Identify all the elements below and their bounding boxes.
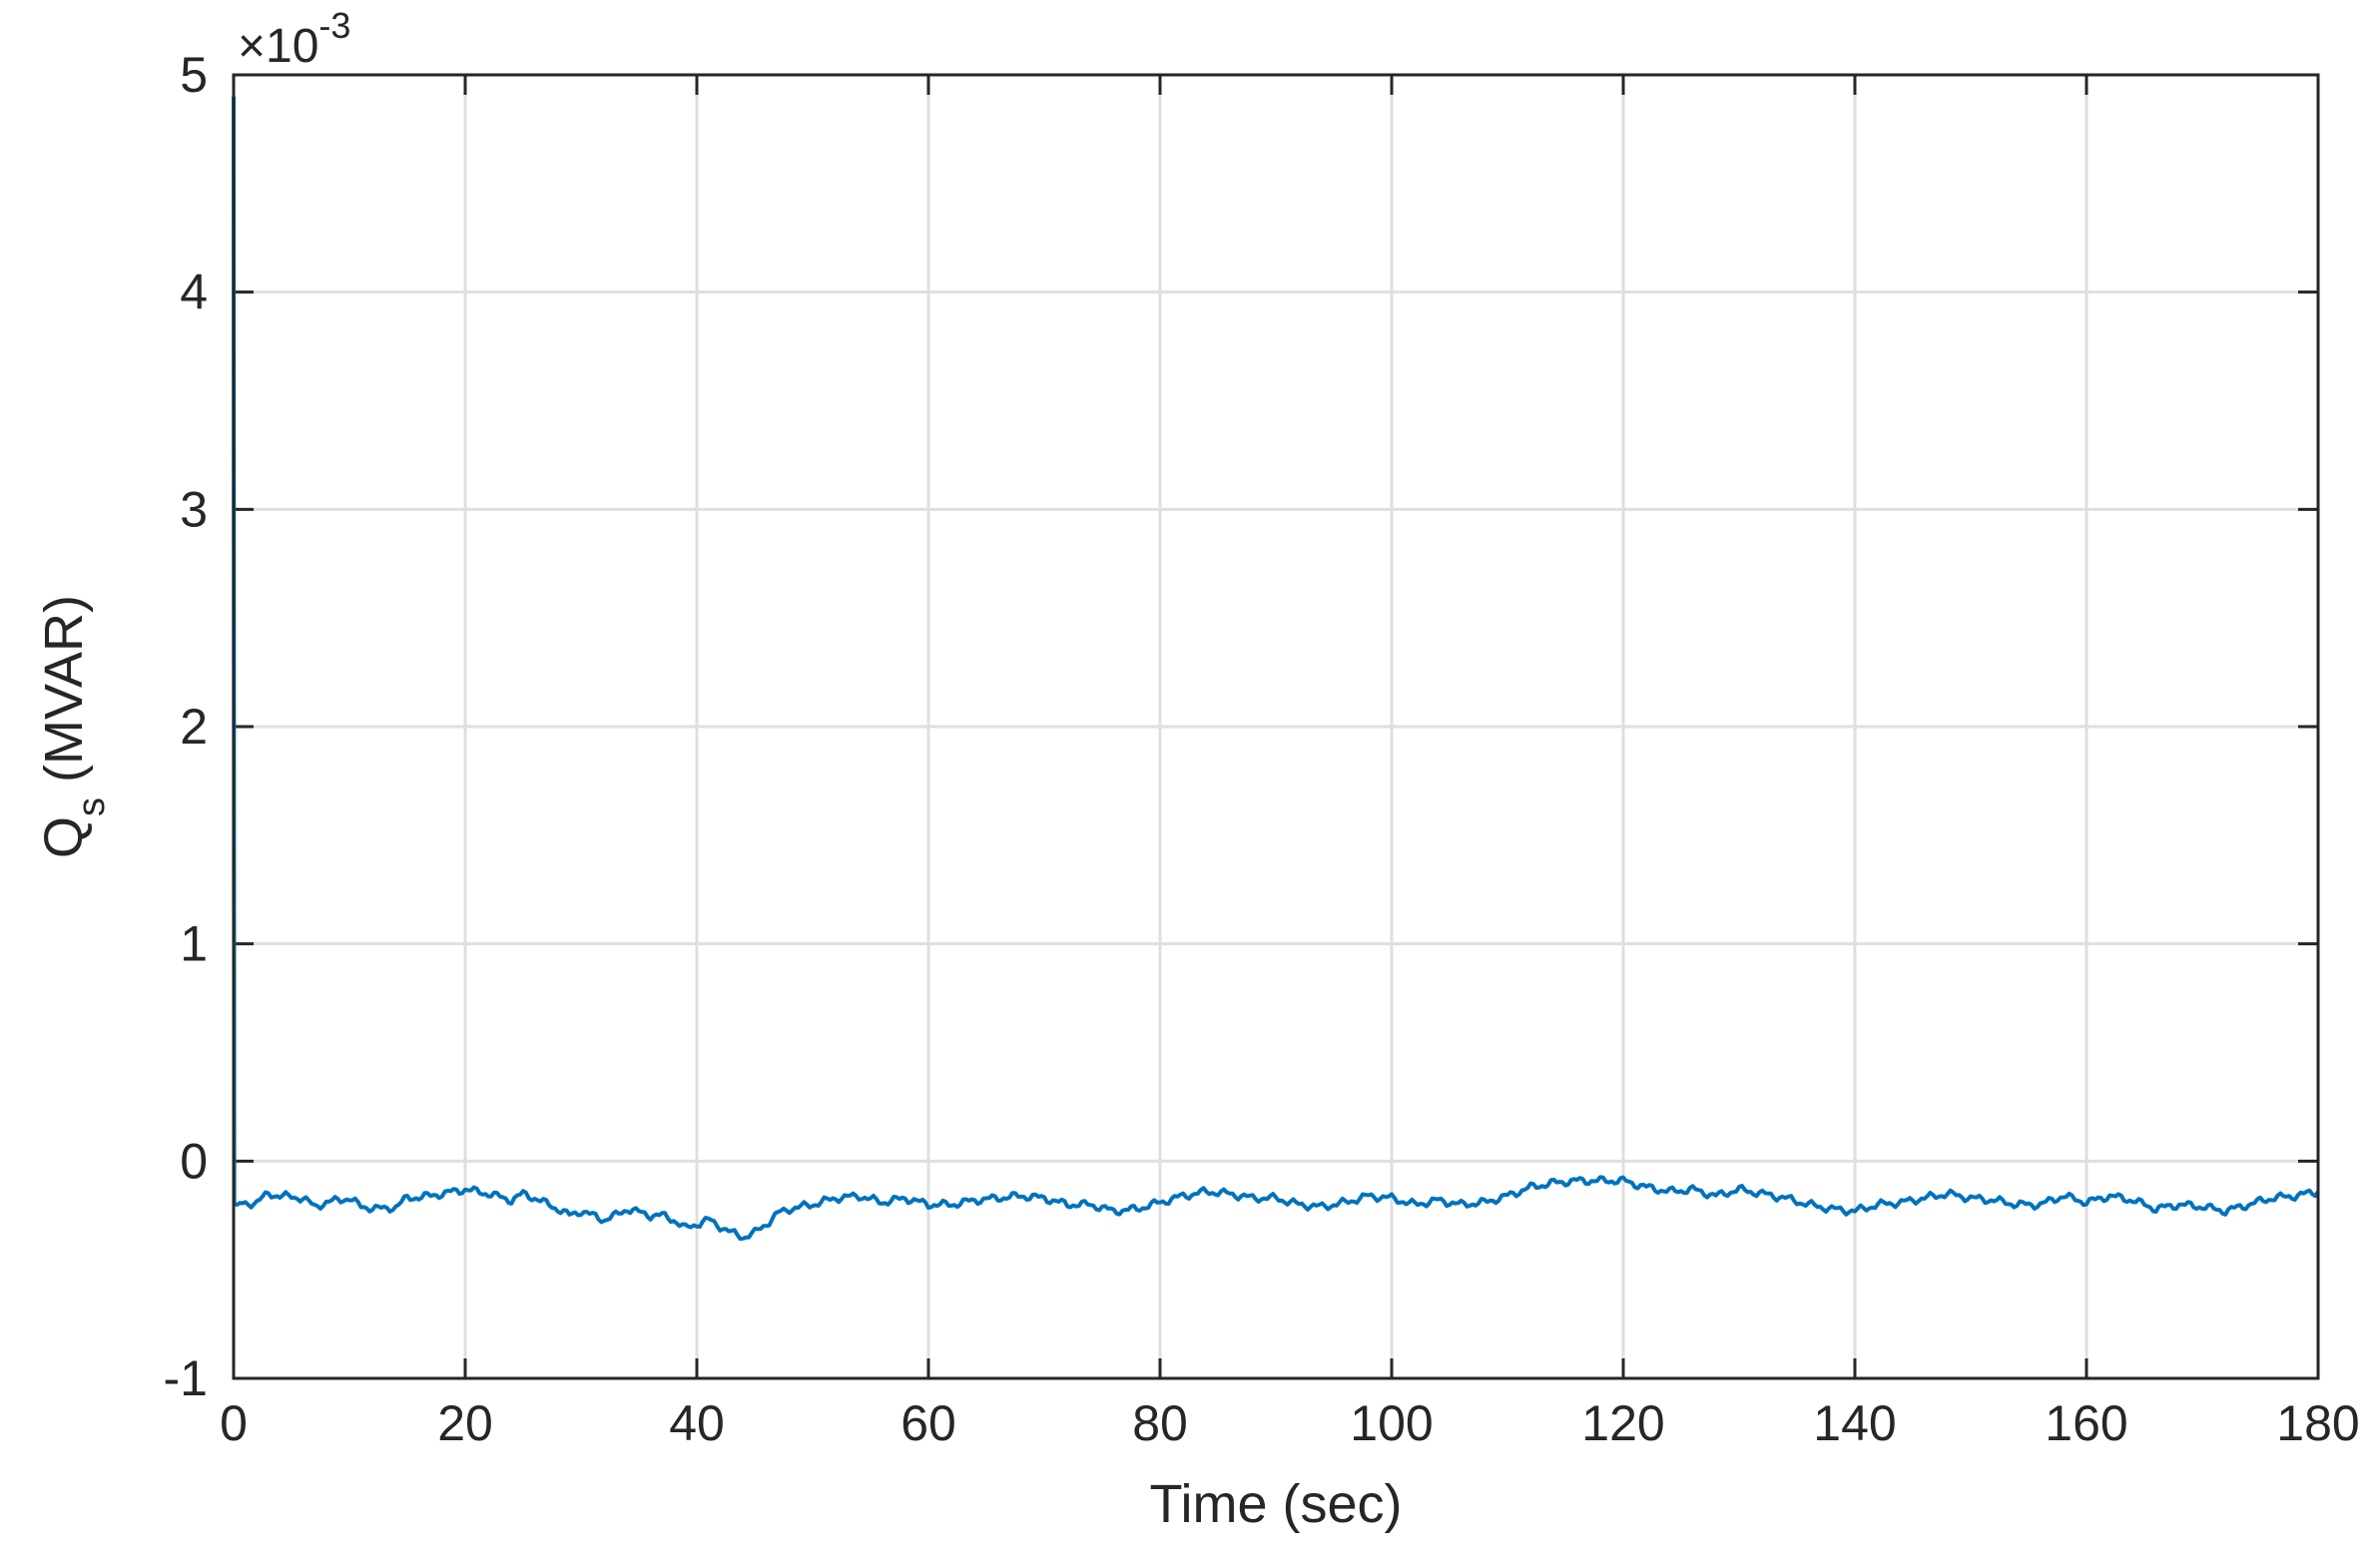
y-axis-label-suffix: (MVAR) [34, 595, 94, 797]
axes-box [232, 73, 2320, 1380]
y-axis-label-main: Q [34, 816, 94, 858]
x-tick-label: 20 [437, 1395, 493, 1451]
x-tick-label: 0 [220, 1395, 248, 1451]
series-line [232, 96, 2320, 1242]
x-tick-label: 100 [1350, 1395, 1433, 1451]
y-tick-label: 5 [180, 47, 208, 103]
x-tick-labels: 0 20 40 60 80 100 120 140 160 180 [220, 1395, 2360, 1451]
x-tick-label: 40 [669, 1395, 725, 1451]
y-axis-label-subscript: s [71, 797, 113, 816]
axis-exponent-power: -3 [318, 5, 350, 46]
y-tick-label: -1 [164, 1350, 208, 1406]
x-tick-label: 60 [900, 1395, 956, 1451]
x-tick-label: 160 [2045, 1395, 2127, 1451]
y-tick-label: 1 [180, 916, 208, 972]
y-tick-label: 3 [180, 481, 208, 537]
y-axis-label: Qs (MVAR) [34, 595, 113, 858]
axis-exponent: ×10-3 [238, 5, 350, 73]
axis-exponent-base: ×10 [238, 20, 318, 73]
y-tick-label: 2 [180, 699, 208, 755]
y-tick-labels: -1 0 1 2 3 4 5 [164, 47, 208, 1406]
x-axis-label: Time (sec) [1150, 1474, 1403, 1534]
grid [234, 75, 2318, 1378]
y-tick-label: 0 [180, 1133, 208, 1189]
y-tick-label: 4 [180, 264, 208, 320]
x-tick-label: 140 [1813, 1395, 1896, 1451]
x-tick-label: 180 [2276, 1395, 2359, 1451]
x-tick-label: 120 [1581, 1395, 1664, 1451]
x-tick-label: 80 [1132, 1395, 1188, 1451]
